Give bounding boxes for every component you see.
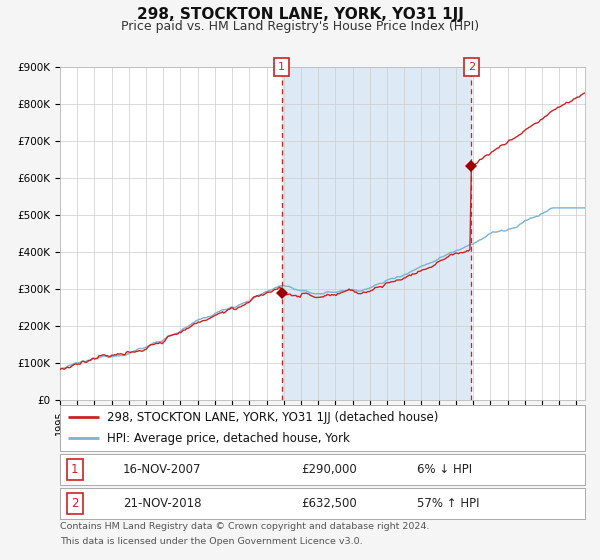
Bar: [282, 67, 471, 400]
Text: 16-NOV-2007: 16-NOV-2007: [123, 463, 202, 476]
Text: 298, STOCKTON LANE, YORK, YO31 1JJ: 298, STOCKTON LANE, YORK, YO31 1JJ: [137, 7, 463, 22]
Text: 1: 1: [71, 463, 79, 476]
Text: 298, STOCKTON LANE, YORK, YO31 1JJ (detached house): 298, STOCKTON LANE, YORK, YO31 1JJ (deta…: [107, 411, 439, 424]
Text: 1: 1: [278, 62, 285, 72]
Text: £632,500: £632,500: [302, 497, 357, 510]
Text: Contains HM Land Registry data © Crown copyright and database right 2024.: Contains HM Land Registry data © Crown c…: [60, 522, 430, 531]
Text: 21-NOV-2018: 21-NOV-2018: [123, 497, 202, 510]
Text: £290,000: £290,000: [302, 463, 357, 476]
Text: 6% ↓ HPI: 6% ↓ HPI: [417, 463, 472, 476]
Text: This data is licensed under the Open Government Licence v3.0.: This data is licensed under the Open Gov…: [60, 537, 362, 546]
Text: 2: 2: [467, 62, 475, 72]
Text: 57% ↑ HPI: 57% ↑ HPI: [417, 497, 479, 510]
Text: Price paid vs. HM Land Registry's House Price Index (HPI): Price paid vs. HM Land Registry's House …: [121, 20, 479, 33]
Text: 2: 2: [71, 497, 79, 510]
Text: HPI: Average price, detached house, York: HPI: Average price, detached house, York: [107, 432, 350, 445]
